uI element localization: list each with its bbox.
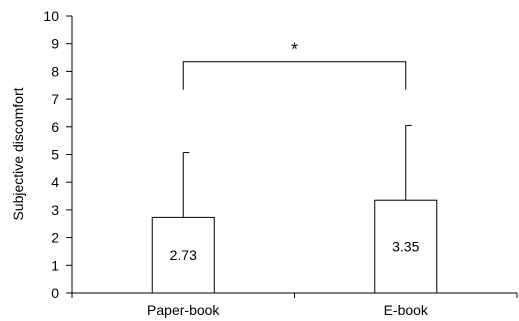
y-tick-label: 2 <box>51 230 59 246</box>
x-category-label: E-book <box>384 302 429 318</box>
y-tick-label: 5 <box>51 147 59 163</box>
x-category-label: Paper-book <box>147 302 220 318</box>
y-tick-label: 8 <box>51 63 59 79</box>
y-axis-title: Subjective discomfort <box>10 87 26 220</box>
bar <box>151 216 215 294</box>
bars <box>151 199 438 294</box>
significance-label: * <box>291 40 298 60</box>
y-tick-label: 10 <box>43 8 59 24</box>
y-tick-label: 1 <box>51 257 59 273</box>
y-axis: 0 1 2 3 4 5 6 7 8 9 10 <box>43 8 73 301</box>
significance-line <box>182 61 407 90</box>
y-tick-label: 3 <box>51 202 59 218</box>
y-tick-label: 9 <box>51 36 59 52</box>
x-axis: Paper-book E-book <box>71 292 518 318</box>
significance-bracket: * <box>182 40 407 90</box>
y-tick-label: 4 <box>51 174 59 190</box>
y-tick-label: 6 <box>51 119 59 135</box>
y-tick-label: 0 <box>51 285 59 301</box>
error-bars <box>182 124 412 218</box>
y-tick-label: 7 <box>51 91 59 107</box>
bar <box>374 199 438 294</box>
data-label: 3.35 <box>392 239 419 255</box>
data-label: 2.73 <box>170 247 197 263</box>
data-labels: 2.73 3.35 <box>170 239 420 264</box>
